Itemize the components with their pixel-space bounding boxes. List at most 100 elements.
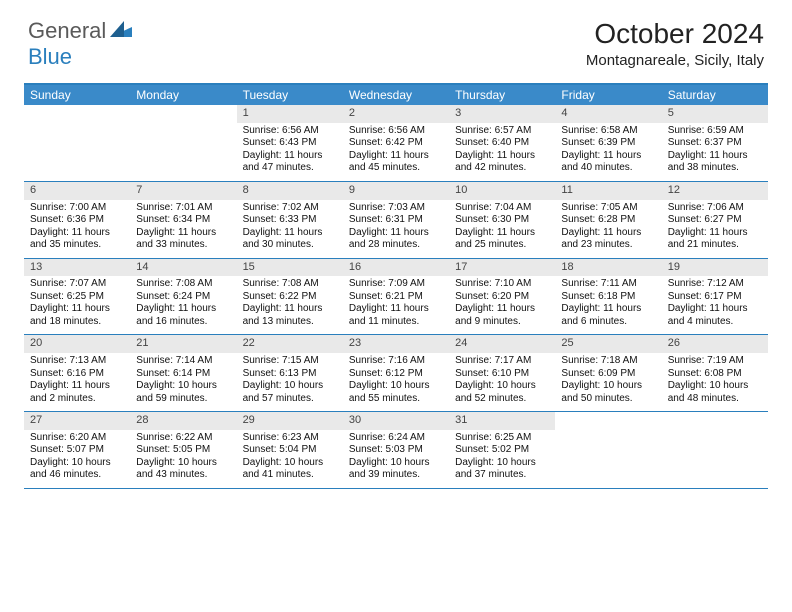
dow-label: Sunday [24,85,130,105]
header: General October 2024 Montagnareale, Sici… [0,0,792,73]
daylight-text: Daylight: 10 hours and 57 minutes. [243,380,337,405]
day-number: 31 [449,412,555,430]
day-info: Sunrise: 7:03 AMSunset: 6:31 PMDaylight:… [343,200,449,258]
sunset-text: Sunset: 6:10 PM [455,368,549,381]
calendar-cell: 22Sunrise: 7:15 AMSunset: 6:13 PMDayligh… [237,335,343,411]
day-number: 28 [130,412,236,430]
dow-label: Wednesday [343,85,449,105]
daylight-text: Daylight: 10 hours and 59 minutes. [136,380,230,405]
day-number: 14 [130,259,236,277]
daylight-text: Daylight: 11 hours and 16 minutes. [136,303,230,328]
sunset-text: Sunset: 5:02 PM [455,444,549,457]
day-info: Sunrise: 6:23 AMSunset: 5:04 PMDaylight:… [237,430,343,488]
sunrise-text: Sunrise: 7:19 AM [668,355,762,368]
day-info: Sunrise: 7:11 AMSunset: 6:18 PMDaylight:… [555,276,661,334]
day-number: 21 [130,335,236,353]
sunrise-text: Sunrise: 7:18 AM [561,355,655,368]
sunset-text: Sunset: 6:28 PM [561,214,655,227]
day-info: Sunrise: 7:15 AMSunset: 6:13 PMDaylight:… [237,353,343,411]
sunset-text: Sunset: 6:16 PM [30,368,124,381]
logo-text-blue-wrap: Blue [28,44,72,70]
day-number: 8 [237,182,343,200]
day-info: Sunrise: 7:07 AMSunset: 6:25 PMDaylight:… [24,276,130,334]
calendar-cell: 13Sunrise: 7:07 AMSunset: 6:25 PMDayligh… [24,259,130,335]
sunset-text: Sunset: 6:34 PM [136,214,230,227]
calendar-cell: 10Sunrise: 7:04 AMSunset: 6:30 PMDayligh… [449,182,555,258]
calendar-cell: 12Sunrise: 7:06 AMSunset: 6:27 PMDayligh… [662,182,768,258]
day-number: 23 [343,335,449,353]
daylight-text: Daylight: 10 hours and 50 minutes. [561,380,655,405]
week-row: 6Sunrise: 7:00 AMSunset: 6:36 PMDaylight… [24,182,768,259]
dow-label: Saturday [662,85,768,105]
month-title: October 2024 [586,18,764,50]
day-number: 11 [555,182,661,200]
sunrise-text: Sunrise: 6:24 AM [349,432,443,445]
sunrise-text: Sunrise: 6:56 AM [243,125,337,138]
sunrise-text: Sunrise: 7:13 AM [30,355,124,368]
sunrise-text: Sunrise: 7:03 AM [349,202,443,215]
dow-label: Tuesday [237,85,343,105]
sunrise-text: Sunrise: 7:07 AM [30,278,124,291]
day-number: 3 [449,105,555,123]
day-info: Sunrise: 7:14 AMSunset: 6:14 PMDaylight:… [130,353,236,411]
sunset-text: Sunset: 6:39 PM [561,137,655,150]
calendar-cell: 4Sunrise: 6:58 AMSunset: 6:39 PMDaylight… [555,105,661,181]
day-info: Sunrise: 6:56 AMSunset: 6:42 PMDaylight:… [343,123,449,181]
sunset-text: Sunset: 6:22 PM [243,291,337,304]
sunrise-text: Sunrise: 6:59 AM [668,125,762,138]
week-row: 13Sunrise: 7:07 AMSunset: 6:25 PMDayligh… [24,259,768,336]
day-number: 27 [24,412,130,430]
sunrise-text: Sunrise: 7:10 AM [455,278,549,291]
calendar-cell: 14Sunrise: 7:08 AMSunset: 6:24 PMDayligh… [130,259,236,335]
sunrise-text: Sunrise: 6:57 AM [455,125,549,138]
calendar-cell: 19Sunrise: 7:12 AMSunset: 6:17 PMDayligh… [662,259,768,335]
sunrise-text: Sunrise: 7:15 AM [243,355,337,368]
daylight-text: Daylight: 11 hours and 18 minutes. [30,303,124,328]
daylight-text: Daylight: 11 hours and 30 minutes. [243,227,337,252]
daylight-text: Daylight: 11 hours and 25 minutes. [455,227,549,252]
day-info: Sunrise: 6:25 AMSunset: 5:02 PMDaylight:… [449,430,555,488]
sunset-text: Sunset: 6:14 PM [136,368,230,381]
calendar: SundayMondayTuesdayWednesdayThursdayFrid… [24,83,768,489]
day-info: Sunrise: 7:00 AMSunset: 6:36 PMDaylight:… [24,200,130,258]
day-info: Sunrise: 6:58 AMSunset: 6:39 PMDaylight:… [555,123,661,181]
day-number: 13 [24,259,130,277]
sunset-text: Sunset: 6:24 PM [136,291,230,304]
daylight-text: Daylight: 10 hours and 55 minutes. [349,380,443,405]
day-info: Sunrise: 7:16 AMSunset: 6:12 PMDaylight:… [343,353,449,411]
daylight-text: Daylight: 11 hours and 4 minutes. [668,303,762,328]
day-number: 20 [24,335,130,353]
daylight-text: Daylight: 11 hours and 13 minutes. [243,303,337,328]
day-number: 18 [555,259,661,277]
day-info: Sunrise: 7:04 AMSunset: 6:30 PMDaylight:… [449,200,555,258]
daylight-text: Daylight: 11 hours and 40 minutes. [561,150,655,175]
week-row: 27Sunrise: 6:20 AMSunset: 5:07 PMDayligh… [24,412,768,489]
week-row: 1Sunrise: 6:56 AMSunset: 6:43 PMDaylight… [24,105,768,182]
sunrise-text: Sunrise: 6:56 AM [349,125,443,138]
sunrise-text: Sunrise: 7:09 AM [349,278,443,291]
sunrise-text: Sunrise: 7:16 AM [349,355,443,368]
calendar-cell [130,105,236,181]
sunset-text: Sunset: 6:25 PM [30,291,124,304]
day-info: Sunrise: 6:24 AMSunset: 5:03 PMDaylight:… [343,430,449,488]
calendar-cell: 21Sunrise: 7:14 AMSunset: 6:14 PMDayligh… [130,335,236,411]
day-info: Sunrise: 6:59 AMSunset: 6:37 PMDaylight:… [662,123,768,181]
sunset-text: Sunset: 6:21 PM [349,291,443,304]
day-number: 4 [555,105,661,123]
day-number: 22 [237,335,343,353]
sunset-text: Sunset: 6:40 PM [455,137,549,150]
daylight-text: Daylight: 10 hours and 48 minutes. [668,380,762,405]
day-info: Sunrise: 7:09 AMSunset: 6:21 PMDaylight:… [343,276,449,334]
day-info: Sunrise: 7:10 AMSunset: 6:20 PMDaylight:… [449,276,555,334]
day-info: Sunrise: 7:08 AMSunset: 6:22 PMDaylight:… [237,276,343,334]
sunset-text: Sunset: 6:31 PM [349,214,443,227]
day-number: 29 [237,412,343,430]
calendar-cell: 25Sunrise: 7:18 AMSunset: 6:09 PMDayligh… [555,335,661,411]
calendar-cell: 29Sunrise: 6:23 AMSunset: 5:04 PMDayligh… [237,412,343,488]
calendar-cell: 1Sunrise: 6:56 AMSunset: 6:43 PMDaylight… [237,105,343,181]
sunrise-text: Sunrise: 6:20 AM [30,432,124,445]
sunrise-text: Sunrise: 7:08 AM [136,278,230,291]
daylight-text: Daylight: 11 hours and 28 minutes. [349,227,443,252]
sunrise-text: Sunrise: 7:00 AM [30,202,124,215]
day-number: 16 [343,259,449,277]
